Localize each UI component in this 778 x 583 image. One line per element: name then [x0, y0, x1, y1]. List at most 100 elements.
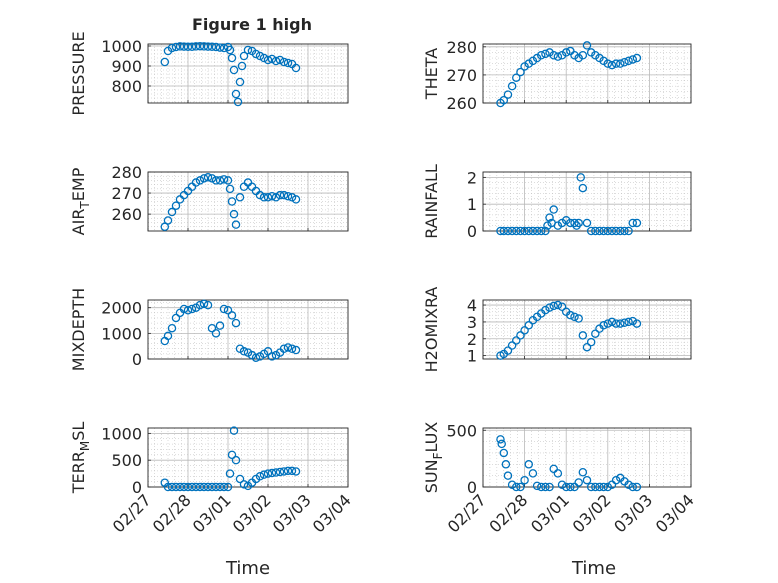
y-tick-label: 500 [111, 451, 142, 470]
data-point [545, 482, 554, 492]
data-point [195, 41, 205, 51]
data-point [578, 331, 588, 340]
data-point [503, 90, 513, 99]
data-point [199, 42, 209, 51]
data-point [595, 226, 604, 236]
y-tick-label: 3 [467, 313, 477, 332]
data-point [229, 209, 239, 219]
data-point [503, 346, 513, 355]
data-point [620, 226, 629, 236]
data-point [578, 50, 588, 60]
y-tick-label: 0 [467, 222, 477, 241]
data-point [239, 347, 249, 356]
data-point [524, 226, 534, 236]
data-point [591, 482, 600, 492]
x-tick-label: 03/01 [189, 490, 235, 536]
data-point [507, 226, 517, 236]
data-point [624, 226, 633, 236]
data-point [582, 41, 592, 50]
data-point [543, 221, 552, 230]
data-point [199, 482, 209, 492]
y-tick-label: 0 [467, 478, 477, 497]
data-point [603, 59, 613, 68]
data-point [275, 55, 285, 65]
data-point [207, 482, 217, 492]
data-point [291, 467, 301, 476]
data-point [251, 186, 261, 196]
data-point [267, 54, 277, 64]
x-axis-title-0: Time [225, 558, 270, 579]
data-point [512, 336, 521, 345]
data-point [524, 460, 534, 469]
data-point [553, 221, 563, 230]
data-point [283, 466, 293, 476]
x-tick-label: 02/27 [109, 490, 155, 536]
data-point [191, 178, 201, 187]
x-tick-label: 02/28 [149, 490, 195, 536]
data-point [553, 52, 563, 61]
data-point [524, 321, 534, 330]
data-point [291, 195, 301, 204]
ylabel-1: THETA [422, 48, 441, 100]
data-point [283, 58, 293, 68]
data-point [578, 183, 588, 193]
figure-title: Figure 1 high [192, 15, 312, 34]
data-point [607, 480, 617, 489]
data-point [607, 226, 617, 236]
data-point [267, 191, 277, 201]
y-tick-label: 260 [446, 94, 477, 113]
axes-box [482, 171, 692, 232]
data-point [191, 42, 201, 51]
data-point [163, 331, 173, 341]
data-point [199, 174, 209, 183]
data-point [520, 475, 529, 485]
data-point [259, 53, 269, 63]
data-point [239, 480, 249, 489]
data-point [507, 480, 517, 489]
y-tick-label: 0 [132, 350, 142, 369]
data-point [591, 226, 600, 236]
data-point [566, 310, 575, 320]
y-tick-label: 1 [467, 347, 477, 366]
ylabel-2: AIRTEMP [69, 167, 92, 235]
data-point [263, 469, 273, 478]
data-point [171, 201, 181, 210]
y-tick-label: 1 [467, 195, 477, 214]
data-point [287, 193, 297, 202]
data-point [632, 218, 642, 228]
data-point [171, 482, 181, 492]
data-point [239, 182, 249, 191]
data-point [499, 226, 509, 236]
data-point [235, 474, 245, 484]
subplot-2: 260 270 280 AIRTEMP [69, 163, 349, 235]
data-point [211, 42, 221, 52]
data-point [607, 317, 617, 327]
data-point [175, 482, 185, 492]
data-point [582, 475, 592, 485]
ylabel-4: MIXDEPTH [69, 288, 88, 371]
data-point [624, 317, 633, 327]
data-point [516, 482, 525, 492]
data-point [611, 226, 621, 236]
data-point [233, 97, 243, 107]
data-point [549, 464, 558, 474]
data-point [287, 466, 297, 476]
x-tick-label: 03/04 [652, 490, 698, 536]
data-point [549, 50, 558, 60]
data-point [167, 323, 177, 333]
data-point [195, 482, 205, 492]
data-point [512, 226, 521, 236]
data-point [611, 475, 621, 485]
data-point [263, 55, 273, 65]
data-point [553, 300, 563, 310]
subplot-4: 0 1000 2000 MIXDEPTH [69, 288, 349, 371]
data-point [279, 57, 289, 67]
data-point [227, 53, 237, 63]
data-point [183, 42, 193, 52]
data-point [561, 48, 571, 57]
data-point [219, 175, 229, 184]
